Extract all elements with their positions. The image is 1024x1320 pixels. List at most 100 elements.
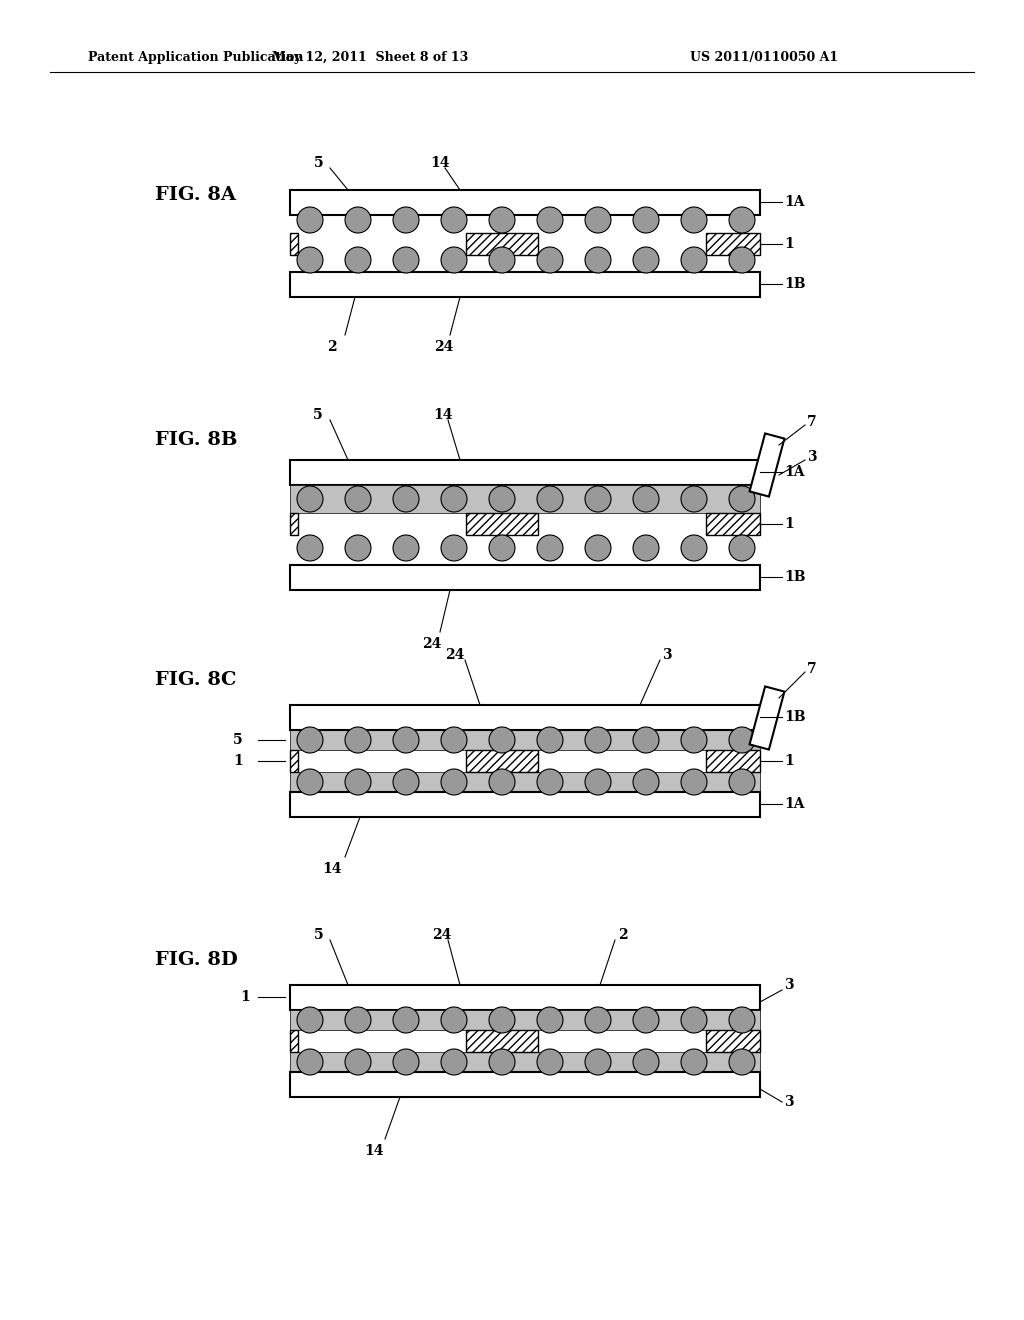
Text: 1A: 1A bbox=[784, 195, 805, 209]
Text: 24: 24 bbox=[445, 648, 465, 663]
Bar bbox=[290, 234, 298, 255]
Circle shape bbox=[297, 207, 323, 234]
Circle shape bbox=[345, 207, 371, 234]
Circle shape bbox=[345, 486, 371, 512]
Bar bbox=[290, 565, 760, 590]
Text: 7: 7 bbox=[807, 414, 816, 429]
Bar bbox=[290, 705, 760, 730]
Circle shape bbox=[297, 770, 323, 795]
Circle shape bbox=[297, 1049, 323, 1074]
Circle shape bbox=[681, 207, 707, 234]
Circle shape bbox=[345, 1049, 371, 1074]
Bar bbox=[290, 1010, 760, 1030]
Circle shape bbox=[441, 207, 467, 234]
Circle shape bbox=[489, 1049, 515, 1074]
Circle shape bbox=[489, 1007, 515, 1034]
Circle shape bbox=[633, 1007, 659, 1034]
Bar bbox=[290, 484, 760, 513]
Text: 1: 1 bbox=[240, 990, 250, 1005]
Circle shape bbox=[441, 1007, 467, 1034]
Circle shape bbox=[585, 207, 611, 234]
Circle shape bbox=[537, 770, 563, 795]
Text: 5: 5 bbox=[314, 156, 324, 170]
Circle shape bbox=[537, 486, 563, 512]
Circle shape bbox=[441, 770, 467, 795]
Bar bbox=[290, 772, 760, 792]
Text: US 2011/0110050 A1: US 2011/0110050 A1 bbox=[690, 51, 838, 65]
Text: 3: 3 bbox=[784, 978, 794, 993]
Circle shape bbox=[585, 770, 611, 795]
Circle shape bbox=[633, 1049, 659, 1074]
Circle shape bbox=[681, 535, 707, 561]
Circle shape bbox=[441, 535, 467, 561]
Circle shape bbox=[681, 247, 707, 273]
Text: 1: 1 bbox=[784, 517, 794, 531]
Text: 5: 5 bbox=[313, 408, 323, 422]
Text: 14: 14 bbox=[433, 408, 453, 422]
Text: 1B: 1B bbox=[784, 710, 806, 723]
Circle shape bbox=[393, 727, 419, 752]
Text: 14: 14 bbox=[365, 1144, 384, 1158]
Circle shape bbox=[297, 486, 323, 512]
Circle shape bbox=[681, 486, 707, 512]
Bar bbox=[706, 1030, 760, 1052]
Circle shape bbox=[729, 1049, 755, 1074]
Circle shape bbox=[489, 207, 515, 234]
Circle shape bbox=[729, 770, 755, 795]
Circle shape bbox=[729, 486, 755, 512]
Bar bbox=[290, 792, 760, 817]
Text: 3: 3 bbox=[807, 450, 816, 465]
Bar bbox=[466, 750, 538, 772]
Circle shape bbox=[729, 207, 755, 234]
Circle shape bbox=[393, 247, 419, 273]
Bar bbox=[706, 234, 760, 255]
Circle shape bbox=[585, 247, 611, 273]
Circle shape bbox=[633, 486, 659, 512]
Circle shape bbox=[345, 535, 371, 561]
Circle shape bbox=[585, 486, 611, 512]
Circle shape bbox=[441, 247, 467, 273]
Text: FIG. 8B: FIG. 8B bbox=[155, 432, 238, 449]
Circle shape bbox=[681, 727, 707, 752]
Bar bbox=[290, 985, 760, 1010]
Circle shape bbox=[729, 1007, 755, 1034]
Text: 1B: 1B bbox=[784, 570, 806, 583]
Circle shape bbox=[729, 535, 755, 561]
Text: 24: 24 bbox=[434, 341, 454, 354]
Text: 7: 7 bbox=[807, 663, 816, 676]
Bar bbox=[466, 513, 538, 535]
Text: Patent Application Publication: Patent Application Publication bbox=[88, 51, 303, 65]
Circle shape bbox=[393, 1049, 419, 1074]
Bar bbox=[290, 1072, 760, 1097]
Bar bbox=[290, 750, 298, 772]
Circle shape bbox=[393, 207, 419, 234]
Text: 3: 3 bbox=[662, 648, 672, 663]
Bar bbox=[290, 190, 760, 215]
Circle shape bbox=[633, 727, 659, 752]
Bar bbox=[290, 1052, 760, 1072]
Bar bbox=[290, 513, 298, 535]
Text: 24: 24 bbox=[422, 638, 441, 651]
Circle shape bbox=[681, 1007, 707, 1034]
Text: 1: 1 bbox=[784, 238, 794, 251]
Circle shape bbox=[537, 727, 563, 752]
Circle shape bbox=[489, 770, 515, 795]
Text: 1: 1 bbox=[784, 754, 794, 768]
Circle shape bbox=[297, 1007, 323, 1034]
Circle shape bbox=[633, 247, 659, 273]
Circle shape bbox=[393, 770, 419, 795]
Circle shape bbox=[345, 727, 371, 752]
Bar bbox=[466, 1030, 538, 1052]
Circle shape bbox=[585, 727, 611, 752]
Circle shape bbox=[297, 247, 323, 273]
Text: FIG. 8A: FIG. 8A bbox=[155, 186, 236, 205]
Text: 14: 14 bbox=[323, 862, 342, 876]
Bar bbox=[466, 234, 538, 255]
Circle shape bbox=[489, 727, 515, 752]
Bar bbox=[706, 750, 760, 772]
Circle shape bbox=[537, 535, 563, 561]
Bar bbox=[290, 272, 760, 297]
Circle shape bbox=[537, 1049, 563, 1074]
Circle shape bbox=[393, 486, 419, 512]
Text: 5: 5 bbox=[314, 928, 324, 942]
